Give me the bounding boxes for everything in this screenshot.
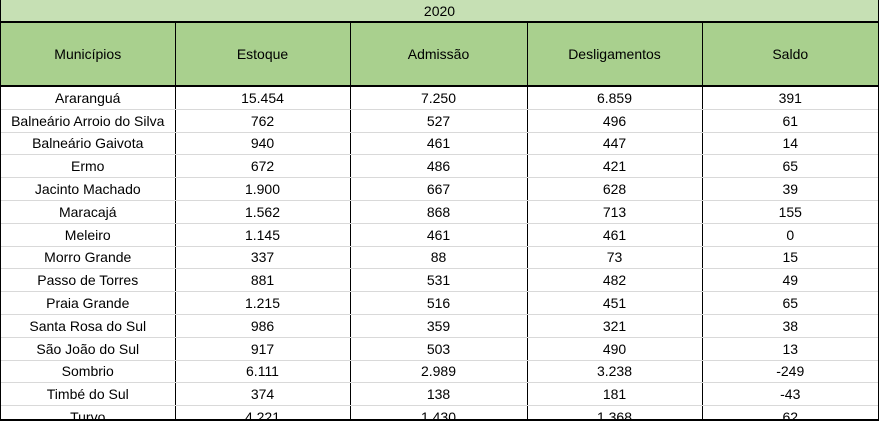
value-cell[interactable]: 461 bbox=[527, 223, 703, 247]
municipality-cell[interactable]: Passo de Torres bbox=[1, 268, 176, 293]
value-cell[interactable]: 461 bbox=[350, 132, 528, 156]
municipality-cell[interactable]: Praia Grande bbox=[1, 291, 176, 315]
municipalities-table: Municípios Estoque Admissão Desligamento… bbox=[1, 23, 878, 419]
value-cell[interactable]: 486 bbox=[350, 154, 528, 179]
value-cell[interactable]: 15 bbox=[702, 246, 878, 270]
value-cell[interactable]: 391 bbox=[702, 86, 878, 110]
municipality-cell[interactable]: Araranguá bbox=[1, 86, 176, 110]
value-cell[interactable]: 1.368 bbox=[527, 405, 703, 419]
value-cell[interactable]: 62 bbox=[702, 405, 878, 419]
table-row: Santa Rosa do Sul 986 359 321 38 bbox=[1, 314, 878, 338]
value-cell[interactable]: 447 bbox=[527, 132, 703, 156]
column-header-estoque[interactable]: Estoque bbox=[175, 23, 351, 87]
municipality-cell[interactable]: Balneário Gaivota bbox=[1, 132, 176, 156]
value-cell[interactable]: 628 bbox=[527, 177, 703, 201]
table-row: Balneário Arroio do Silva 762 527 496 61 bbox=[1, 109, 878, 133]
header-row: Municípios Estoque Admissão Desligamento… bbox=[1, 23, 878, 87]
value-cell[interactable]: 421 bbox=[527, 154, 703, 179]
value-cell[interactable]: 527 bbox=[350, 109, 528, 133]
table-row: Timbé do Sul 374 138 181 -43 bbox=[1, 382, 878, 407]
table-row: Passo de Torres 881 531 482 49 bbox=[1, 268, 878, 293]
municipality-cell[interactable]: Ermo bbox=[1, 154, 176, 179]
table-row: Ermo 672 486 421 65 bbox=[1, 154, 878, 179]
value-cell[interactable]: 868 bbox=[350, 200, 528, 224]
value-cell[interactable]: 762 bbox=[175, 109, 351, 133]
value-cell[interactable]: 503 bbox=[350, 337, 528, 361]
value-cell[interactable]: 482 bbox=[527, 268, 703, 293]
value-cell[interactable]: 7.250 bbox=[350, 86, 528, 110]
value-cell[interactable]: 337 bbox=[175, 246, 351, 270]
column-header-admissao[interactable]: Admissão bbox=[350, 23, 528, 87]
value-cell[interactable]: 2.989 bbox=[350, 360, 528, 384]
value-cell[interactable]: 3.238 bbox=[527, 360, 703, 384]
value-cell[interactable]: 1.562 bbox=[175, 200, 351, 224]
table-row: Meleiro 1.145 461 461 0 bbox=[1, 223, 878, 247]
municipality-cell[interactable]: Morro Grande bbox=[1, 246, 176, 270]
value-cell[interactable]: 4.221 bbox=[175, 405, 351, 419]
table-row: Sombrio 6.111 2.989 3.238 -249 bbox=[1, 360, 878, 384]
value-cell[interactable]: 138 bbox=[350, 382, 528, 407]
column-header-desligamentos[interactable]: Desligamentos bbox=[527, 23, 703, 87]
value-cell[interactable]: 321 bbox=[527, 314, 703, 338]
column-header-saldo[interactable]: Saldo bbox=[702, 23, 878, 87]
value-cell[interactable]: 986 bbox=[175, 314, 351, 338]
value-cell[interactable]: 13 bbox=[702, 337, 878, 361]
value-cell[interactable]: 374 bbox=[175, 382, 351, 407]
municipality-cell[interactable]: Timbé do Sul bbox=[1, 382, 176, 407]
value-cell[interactable]: 6.859 bbox=[527, 86, 703, 110]
value-cell[interactable]: 1.430 bbox=[350, 405, 528, 419]
value-cell[interactable]: 490 bbox=[527, 337, 703, 361]
municipality-cell[interactable]: Maracajá bbox=[1, 200, 176, 224]
municipality-cell[interactable]: Turvo bbox=[1, 405, 176, 419]
value-cell[interactable]: 65 bbox=[702, 291, 878, 315]
value-cell[interactable]: 359 bbox=[350, 314, 528, 338]
value-cell[interactable]: 49 bbox=[702, 268, 878, 293]
value-cell[interactable]: 38 bbox=[702, 314, 878, 338]
value-cell[interactable]: 61 bbox=[702, 109, 878, 133]
table-row: Morro Grande 337 88 73 15 bbox=[1, 246, 878, 270]
municipality-cell[interactable]: Sombrio bbox=[1, 360, 176, 384]
year-title-cell[interactable]: 2020 bbox=[1, 0, 878, 23]
table-row: Praia Grande 1.215 516 451 65 bbox=[1, 291, 878, 315]
value-cell[interactable]: 73 bbox=[527, 246, 703, 270]
municipality-cell[interactable]: São João do Sul bbox=[1, 337, 176, 361]
value-cell[interactable]: 531 bbox=[350, 268, 528, 293]
table-row: Balneário Gaivota 940 461 447 14 bbox=[1, 132, 878, 156]
value-cell[interactable]: -249 bbox=[702, 360, 878, 384]
value-cell[interactable]: 461 bbox=[350, 223, 528, 247]
value-cell[interactable]: 14 bbox=[702, 132, 878, 156]
value-cell[interactable]: 6.111 bbox=[175, 360, 351, 384]
municipality-cell[interactable]: Meleiro bbox=[1, 223, 176, 247]
value-cell[interactable]: 88 bbox=[350, 246, 528, 270]
value-cell[interactable]: 39 bbox=[702, 177, 878, 201]
value-cell[interactable]: 516 bbox=[350, 291, 528, 315]
value-cell[interactable]: 881 bbox=[175, 268, 351, 293]
value-cell[interactable]: 1.215 bbox=[175, 291, 351, 315]
value-cell[interactable]: 917 bbox=[175, 337, 351, 361]
table-row: Araranguá 15.454 7.250 6.859 391 bbox=[1, 86, 878, 110]
municipality-cell[interactable]: Balneário Arroio do Silva bbox=[1, 109, 176, 133]
municipality-cell[interactable]: Jacinto Machado bbox=[1, 177, 176, 201]
table-row: Maracajá 1.562 868 713 155 bbox=[1, 200, 878, 224]
municipality-cell[interactable]: Santa Rosa do Sul bbox=[1, 314, 176, 338]
value-cell[interactable]: 713 bbox=[527, 200, 703, 224]
table-row: Turvo 4.221 1.430 1.368 62 bbox=[1, 405, 878, 419]
value-cell[interactable]: 181 bbox=[527, 382, 703, 407]
value-cell[interactable]: 451 bbox=[527, 291, 703, 315]
value-cell[interactable]: 15.454 bbox=[175, 86, 351, 110]
value-cell[interactable]: 155 bbox=[702, 200, 878, 224]
value-cell[interactable]: 672 bbox=[175, 154, 351, 179]
table-row: Jacinto Machado 1.900 667 628 39 bbox=[1, 177, 878, 201]
value-cell[interactable]: 496 bbox=[527, 109, 703, 133]
value-cell[interactable]: 65 bbox=[702, 154, 878, 179]
column-header-municipios[interactable]: Municípios bbox=[1, 23, 176, 87]
value-cell[interactable]: 667 bbox=[350, 177, 528, 201]
value-cell[interactable]: 1.900 bbox=[175, 177, 351, 201]
value-cell[interactable]: 940 bbox=[175, 132, 351, 156]
table-row: São João do Sul 917 503 490 13 bbox=[1, 337, 878, 361]
value-cell[interactable]: 0 bbox=[702, 223, 878, 247]
value-cell[interactable]: -43 bbox=[702, 382, 878, 407]
value-cell[interactable]: 1.145 bbox=[175, 223, 351, 247]
